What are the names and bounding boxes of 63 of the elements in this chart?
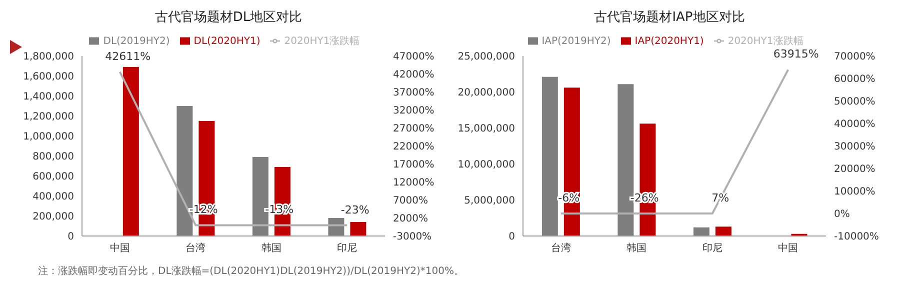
y2-tick-label: 27000% [393, 124, 434, 135]
y2-tick-label: 10000% [834, 186, 876, 198]
y2-tick-label: 30000% [834, 142, 876, 153]
legend-label: IAP(2020HY1) [634, 36, 704, 47]
y-tick-label: 400,000 [32, 192, 74, 203]
y2-tick-label: -10000% [834, 232, 879, 243]
data-label: 42611% [105, 50, 151, 63]
y-tick-label: 25,000,000 [458, 52, 515, 63]
x-tick-label: 台湾 [550, 242, 571, 254]
legend-label: IAP(2019HY2) [542, 36, 611, 47]
y-tick-label: 1,400,000 [23, 92, 74, 103]
x-tick-label: 印尼 [337, 242, 358, 254]
x-tick-label: 韩国 [261, 242, 282, 254]
y-tick-label: 20,000,000 [458, 88, 515, 99]
y2-tick-label: 20000% [834, 164, 876, 176]
y-tick-label: 200,000 [32, 212, 74, 223]
text: 注：涨跌幅即变动百分比，DL涨跌幅=(DL(2020HY1)DL(2019HY2))/DL(2019HY2)*100%。 [37, 264, 465, 278]
y2-tick-label: 7000% [393, 196, 428, 207]
bar [350, 222, 366, 236]
y2-tick-label: 37000% [393, 88, 434, 99]
y2-tick-label: 22000% [393, 142, 434, 153]
y-tick-label: 15,000,000 [458, 124, 515, 135]
y2-tick-label: 0% [834, 209, 850, 220]
y2-tick-label: 2000% [393, 214, 428, 225]
legend-label: DL(2019HY2) [103, 36, 170, 47]
legend-label: DL(2020HY1) [194, 36, 260, 47]
chart-title: 古代官场题材IAP地区对比 [593, 9, 746, 26]
y2-tick-label: 70000% [834, 52, 876, 63]
bar [693, 227, 710, 236]
y-tick-label: 1,000,000 [23, 132, 74, 143]
legend-label: 2020HY1涨跌幅 [728, 36, 804, 47]
x-tick-label: 印尼 [702, 242, 722, 254]
y-tick-label: 0 [508, 232, 515, 243]
bar [542, 76, 558, 236]
data-label: -23% [340, 203, 370, 216]
data-label: 63915% [773, 48, 819, 61]
x-tick-label: 韩国 [626, 242, 647, 254]
y2-tick-label: 17000% [393, 160, 434, 171]
y2-tick-label: 50000% [834, 96, 876, 108]
y-tick-label: 10,000,000 [458, 160, 515, 171]
y-tick-label: 1,600,000 [23, 72, 74, 83]
data-label: 7% [712, 191, 730, 204]
y2-tick-label: 42000% [393, 70, 434, 81]
y2-tick-label: 32000% [393, 106, 434, 117]
y2-tick-label: 47000% [393, 52, 434, 63]
y-tick-label: 800,000 [32, 152, 74, 163]
bar [122, 67, 139, 236]
y-tick-label: 600,000 [32, 172, 74, 183]
x-tick-label: 台湾 [186, 242, 206, 254]
bar [715, 226, 732, 236]
x-tick-label: 中国 [778, 242, 798, 254]
y2-tick-label: 60000% [834, 74, 876, 86]
y2-tick-label: -3000% [393, 232, 432, 243]
y-tick-label: 0 [68, 232, 74, 243]
y2-tick-label: 40000% [834, 119, 876, 130]
chart-title: 古代官场题材DL地区对比 [154, 9, 304, 26]
legend-label: 2020HY1涨跌幅 [284, 36, 360, 47]
y2-tick-label: 12000% [393, 178, 434, 189]
line-series [560, 68, 790, 215]
y-tick-label: 1,800,000 [23, 52, 74, 63]
x-tick-label: 中国 [110, 242, 130, 254]
y-tick-label: 5,000,000 [464, 196, 515, 207]
y-tick-label: 1,200,000 [23, 112, 74, 123]
